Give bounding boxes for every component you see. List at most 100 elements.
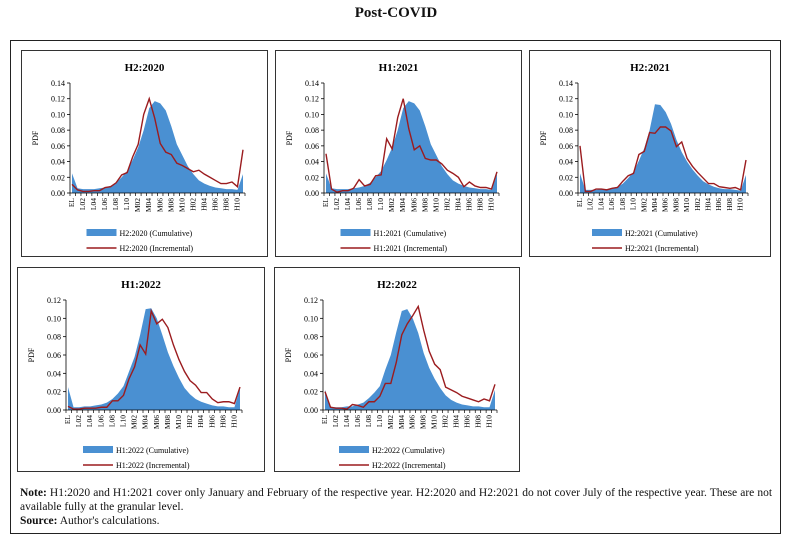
y-tick-label: 0.04 [304,369,318,378]
x-tick-label: EL [63,415,72,425]
y-axis-label: PDF [27,347,36,362]
x-tick-label: L06 [100,198,109,210]
x-tick-label: M08 [420,198,429,212]
legend-label-cumulative: H1:2021 (Cumulative) [374,229,447,238]
x-tick-label: M10 [177,198,186,212]
x-tick-label: H04 [452,415,461,428]
x-tick-label: L08 [365,198,374,210]
y-tick-label: 0.12 [559,95,573,104]
note-label: Note: [20,487,47,499]
x-tick-label: EL [320,415,329,425]
figure-note: Note: H1:2020 and H1:2021 cover only Jan… [20,486,772,528]
legend-label-incremental: H2:2022 (Incremental) [372,461,446,470]
x-tick-label: M04 [397,415,406,429]
y-tick-label: 0.08 [47,333,61,342]
y-tick-label: 0.14 [559,79,573,88]
x-tick-label: L08 [111,198,120,210]
y-tick-label: 0.00 [305,189,319,198]
x-tick-label: H10 [229,415,238,428]
incremental-line [325,98,498,193]
x-tick-label: H02 [185,415,194,428]
x-tick-label: L06 [353,415,362,427]
x-tick-label: H10 [486,198,495,211]
x-tick-label: M06 [155,198,164,212]
y-axis-label: PDF [285,130,294,145]
chart-svg: H2:2020 PDF 0.00 0.02 0.04 0.06 0.08 0.10 0.12 0.… [31,62,246,253]
y-tick-label: 0.02 [559,173,573,182]
legend-swatch-cumulative [86,229,117,236]
x-tick-label: L10 [629,198,638,210]
x-tick-label: L04 [342,415,351,427]
x-tick-label: H10 [232,198,241,211]
x-tick-label: H08 [218,415,227,428]
x-tick-label: H06 [210,198,219,211]
y-tick-label: 0.06 [305,142,319,151]
cumulative-area [326,101,497,193]
y-axis-label: PDF [284,347,293,362]
chart-title: H2:2021 [630,62,670,74]
y-tick-label: 0.04 [559,158,573,167]
y-tick-label: 0.02 [47,388,61,397]
cumulative-area [580,104,746,193]
chart-title: H1:2022 [121,279,161,291]
x-tick-label: L10 [122,198,131,210]
y-tick-label: 0.10 [305,110,319,119]
x-tick-label: M06 [661,198,670,212]
x-tick-label: M04 [144,198,153,212]
x-tick-label: L10 [376,198,385,210]
y-axis-label: PDF [539,130,548,145]
legend-label-cumulative: H2:2021 (Cumulative) [625,229,698,238]
legend-label-incremental: H1:2021 (Incremental) [374,244,448,253]
cumulative-area [72,101,243,193]
x-tick-label: M02 [133,198,142,212]
x-tick-label: M02 [639,198,648,212]
y-tick-label: 0.00 [47,406,61,415]
y-tick-label: 0.02 [304,388,318,397]
x-tick-label: EL [321,198,330,208]
x-tick-label: H04 [196,415,205,428]
legend-label-cumulative: H2:2020 (Cumulative) [120,229,193,238]
chart-panel-h2-2021: H2:2021 PDF 0.00 0.02 0.04 0.06 0.08 0.10 0.12 0.… [529,50,771,257]
x-tick-label: L06 [96,415,105,427]
y-tick-label: 0.08 [559,126,573,135]
x-tick-label: M02 [130,415,139,429]
x-tick-label: H06 [463,415,472,428]
chart-title: H1:2021 [379,62,419,74]
y-tick-label: 0.14 [51,79,65,88]
x-tick-label: H08 [725,198,734,211]
x-tick-label: L06 [354,198,363,210]
x-tick-label: M08 [419,415,428,429]
y-tick-label: 0.00 [304,406,318,415]
x-tick-label: L02 [332,198,341,210]
x-tick-label: L04 [85,415,94,427]
x-tick-label: L04 [343,198,352,210]
y-tick-label: 0.12 [47,296,61,305]
x-tick-label: M08 [163,415,172,429]
chart-svg: H2:2022 PDF 0.00 0.02 0.04 0.06 0.08 0.10 0.12 EL… [284,279,498,470]
x-tick-label: H08 [474,415,483,428]
x-tick-label: H02 [441,415,450,428]
y-tick-label: 0.06 [51,142,65,151]
x-tick-label: H08 [221,198,230,211]
y-tick-label: 0.12 [51,95,65,104]
y-tick-label: 0.10 [47,314,61,323]
y-tick-label: 0.00 [51,189,65,198]
incremental-line [67,308,241,410]
incremental-line [324,304,496,410]
page-title: Post-COVID [354,5,438,21]
x-tick-label: M06 [152,415,161,429]
x-tick-label: H06 [207,415,216,428]
x-tick-label: L04 [89,198,98,210]
legend-label-cumulative: H2:2022 (Cumulative) [372,446,445,455]
chart-svg: H2:2021 PDF 0.00 0.02 0.04 0.06 0.08 0.10 0.12 0.… [539,62,749,253]
x-tick-label: L10 [118,415,127,427]
y-tick-label: 0.10 [559,110,573,119]
chart-panel-h2-2022: H2:2022 PDF 0.00 0.02 0.04 0.06 0.08 0.10 0.12 EL… [274,267,520,472]
x-tick-label: L06 [607,198,616,210]
y-tick-label: 0.10 [304,314,318,323]
legend-label-incremental: H2:2020 (Incremental) [120,244,194,253]
x-tick-label: H04 [704,198,713,211]
y-tick-label: 0.10 [51,110,65,119]
legend-label-incremental: H2:2021 (Incremental) [625,244,699,253]
x-tick-label: M02 [386,415,395,429]
